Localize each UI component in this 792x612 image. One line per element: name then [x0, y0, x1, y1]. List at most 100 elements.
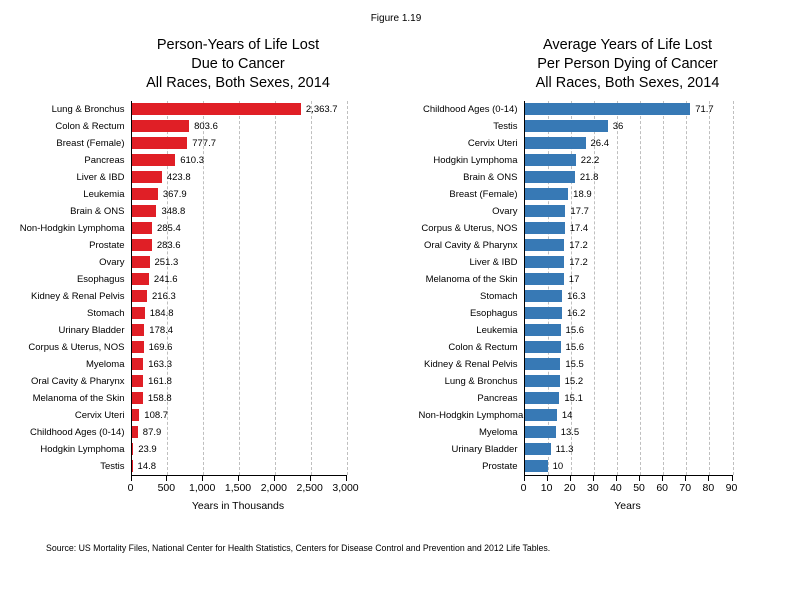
axis-tick	[685, 475, 687, 481]
category-label: Hodgkin Lymphoma	[433, 154, 518, 166]
axis-tick	[166, 475, 168, 481]
category-label: Oral Cavity & Pharynx	[424, 239, 518, 251]
bar-row: 216.3	[131, 288, 347, 305]
axis-tick	[309, 475, 311, 481]
right-bars: 71.7 36 26.4 22.2 21.8 18.9 17.7 17.4 17.2 17.2 17…	[524, 101, 733, 475]
value-label: 17.2	[569, 239, 588, 251]
axis-tick-label: 1,000	[189, 481, 216, 494]
figure-label: Figure 1.19	[370, 13, 422, 24]
value-label: 158.8	[147, 392, 172, 404]
bar-row: 169.6	[131, 339, 347, 356]
axis-tick	[639, 475, 641, 481]
gridline	[709, 100, 711, 475]
bar-row: 15.2	[524, 373, 733, 390]
category-label: Leukemia	[83, 188, 125, 200]
value-label: 803.6	[194, 120, 218, 132]
bar	[524, 460, 548, 473]
bar	[131, 171, 162, 184]
value-label: 161.8	[148, 375, 172, 387]
left-chart-body: Lung & Bronchus Colon & Rectum Breast (Fem…	[16, 100, 391, 476]
axis-tick	[202, 475, 204, 481]
bar-row: 16.2	[524, 305, 733, 322]
bar-row: 283.6	[131, 237, 347, 254]
category-label: Lung & Bronchus	[444, 375, 518, 387]
axis-tick-label: 3,000	[332, 481, 359, 494]
category-label: Brain & ONS	[70, 205, 125, 217]
bar	[131, 443, 134, 456]
bar	[131, 188, 158, 201]
axis-tick-label: 0	[520, 481, 527, 494]
value-label: 17	[568, 273, 580, 285]
bar	[131, 341, 144, 354]
axis-tick-label: 10	[540, 481, 553, 494]
gridline	[203, 100, 205, 475]
category-label: Liver & IBD	[469, 256, 518, 268]
bar-row: 15.1	[524, 390, 733, 407]
value-label: 16.3	[567, 290, 586, 302]
bar-row: 17.7	[524, 203, 733, 220]
bar	[131, 460, 133, 473]
axis-tick-label: 70	[679, 481, 692, 494]
bar-row: 87.9	[131, 424, 347, 441]
bar-row: 22.2	[524, 152, 733, 169]
value-label: 367.9	[162, 188, 187, 200]
axis-tick-label: 20	[563, 481, 576, 494]
category-label: Stomach	[87, 307, 125, 319]
bar	[131, 273, 149, 286]
bar-row: 17.2	[524, 254, 733, 271]
value-label: 15.2	[564, 375, 584, 387]
category-label: Leukemia	[476, 324, 518, 336]
category-label: Corpus & Uterus, NOS	[28, 341, 125, 353]
gridline	[732, 100, 734, 475]
gridline	[274, 100, 276, 475]
bar-row: 241.6	[131, 271, 347, 288]
bar-row: 610.3	[131, 152, 347, 169]
category-label: Prostate	[482, 460, 518, 472]
bar	[131, 375, 144, 388]
gridline	[346, 100, 348, 475]
axis-tick-label: 2,000	[260, 481, 287, 494]
category-label: Ovary	[492, 205, 518, 217]
bar-row: 21.8	[524, 169, 733, 186]
axis-tick	[523, 475, 525, 481]
left-x-axis-ticks	[130, 475, 347, 481]
left-chart-title: Person-Years of Life Lost Due to Cancer …	[146, 37, 330, 91]
value-label: 216.3	[152, 290, 176, 302]
bar-row: 14	[524, 407, 733, 424]
category-label: Urinary Bladder	[58, 324, 125, 336]
bar-row: 158.8	[131, 390, 347, 407]
right-category-labels: Childhood Ages (0-14) Testis Cervix Uteri H…	[419, 101, 524, 476]
value-label: 423.8	[166, 171, 191, 183]
value-label: 108.7	[144, 409, 169, 421]
value-label: 22.2	[580, 154, 600, 166]
value-label: 11.3	[555, 443, 574, 455]
category-label: Cervix Uteri	[74, 409, 125, 421]
bar	[131, 205, 157, 218]
category-label: Non-Hodgkin Lymphoma	[418, 409, 524, 421]
axis-tick-label: 90	[725, 481, 738, 494]
value-label: 36	[612, 120, 624, 132]
value-label: 163.3	[148, 358, 172, 370]
bar	[131, 239, 152, 252]
bar-row: 23.9	[131, 441, 347, 458]
axis-tick	[731, 475, 733, 481]
category-label: Testis	[100, 460, 125, 472]
bar-row: 36	[524, 118, 733, 135]
bar-row: 161.8	[131, 373, 347, 390]
bar-row: 11.3	[524, 441, 733, 458]
bar-row: 423.8	[131, 169, 347, 186]
left-bars: 2,363.7 803.6 777.7 610.3 423.8 367.9 348.8 285…	[131, 101, 347, 475]
bar	[131, 222, 152, 235]
value-label: 178.4	[149, 324, 174, 336]
value-label: 23.9	[138, 443, 157, 455]
bar-row: 14.8	[131, 458, 347, 475]
category-label: Colon & Rectum	[55, 120, 125, 132]
bar-row: 17.4	[524, 220, 733, 237]
value-label: 251.3	[154, 256, 179, 268]
bar	[131, 409, 140, 422]
bar	[524, 409, 557, 422]
bar-row: 17.2	[524, 237, 733, 254]
value-label: 15.6	[565, 341, 585, 353]
category-label: Pancreas	[84, 154, 125, 166]
bar-row: 13.5	[524, 424, 733, 441]
